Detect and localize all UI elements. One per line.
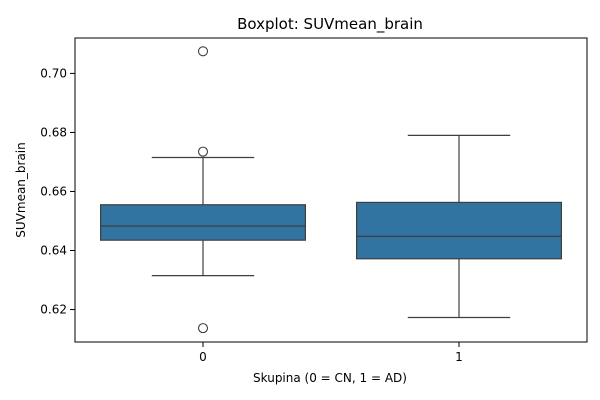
y-axis: 0.62 0.64 0.66 0.68 0.70 [40, 66, 75, 317]
box-group-0 [99, 46, 307, 334]
outlier-point [197, 323, 209, 334]
x-tick-label: 0 [199, 350, 207, 364]
y-tick-label: 0.68 [40, 125, 67, 139]
box-iqr [356, 201, 563, 260]
y-tick-label: 0.62 [40, 303, 67, 317]
chart-title: Boxplot: SUVmean_brain [237, 15, 423, 34]
y-tick-label: 0.64 [40, 244, 67, 258]
y-tick-label: 0.66 [40, 184, 67, 198]
y-tick-label: 0.70 [40, 66, 67, 80]
box-iqr [99, 204, 307, 241]
outlier-point [197, 146, 209, 157]
plot-frame [74, 37, 588, 343]
x-tick-label: 1 [455, 350, 463, 364]
plot-area [99, 46, 563, 334]
box-group-1 [356, 134, 563, 319]
x-axis-label: Skupina (0 = CN, 1 = AD) [253, 371, 407, 385]
y-axis-label: SUVmean_brain [14, 142, 28, 237]
outlier-point [197, 46, 209, 57]
